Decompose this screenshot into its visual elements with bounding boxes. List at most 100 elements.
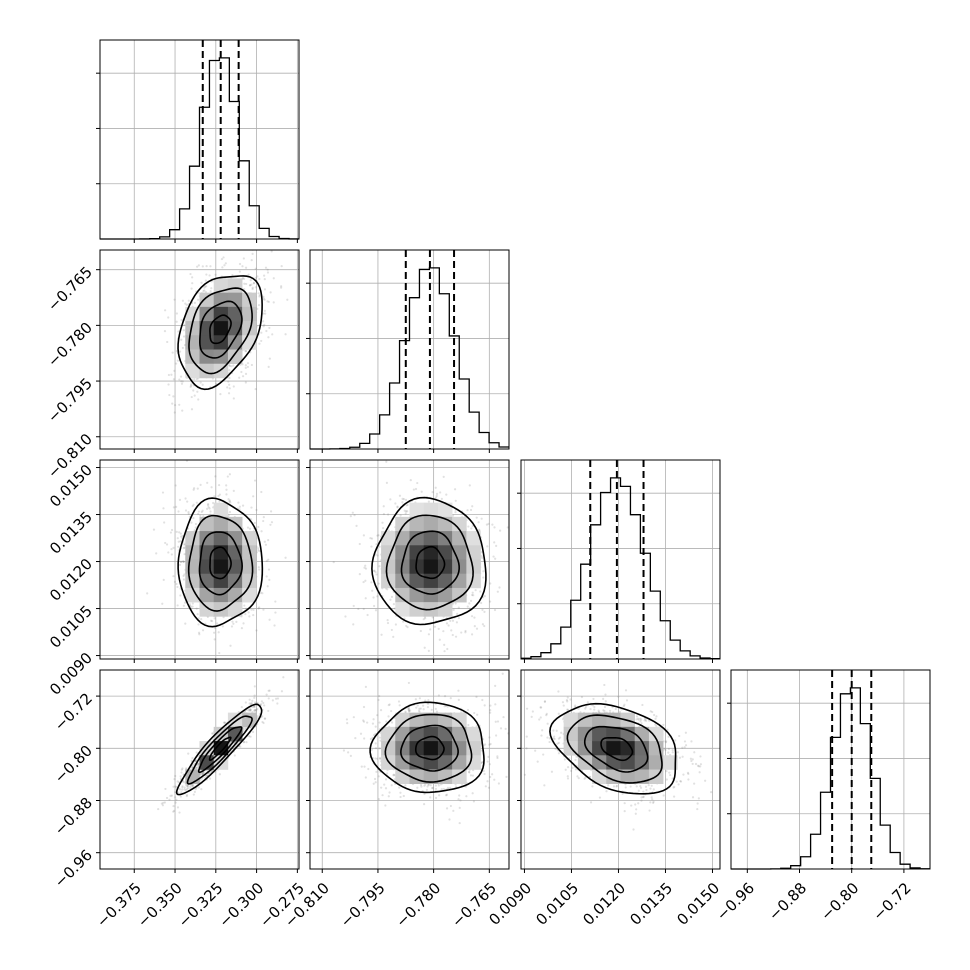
hist-frame-p0 — [99, 39, 300, 240]
sample-point — [372, 604, 376, 608]
density-cell — [213, 755, 229, 770]
sample-point — [179, 532, 182, 535]
sample-point — [232, 622, 235, 625]
sample-point — [355, 524, 358, 528]
density-cell — [227, 545, 243, 560]
sample-point — [471, 505, 474, 508]
sample-point — [280, 264, 283, 268]
sample-point — [456, 612, 459, 615]
sample-point — [466, 509, 469, 512]
sample-point — [199, 381, 202, 384]
sample-point — [406, 503, 409, 507]
sample-point — [228, 387, 231, 390]
density-cell — [199, 516, 215, 532]
sample-point — [254, 709, 257, 712]
sample-point — [237, 501, 240, 504]
sample-point — [376, 554, 379, 557]
density-cell — [227, 602, 243, 617]
sample-point — [471, 591, 474, 594]
sample-point — [498, 586, 501, 589]
sample-point — [197, 762, 200, 765]
sample-point — [256, 717, 259, 720]
sample-point — [213, 495, 216, 498]
sample-point — [259, 591, 262, 594]
sample-point — [225, 484, 228, 487]
sample-point — [255, 629, 258, 632]
sample-point — [254, 267, 257, 270]
sample-point — [249, 708, 252, 711]
sample-point — [378, 545, 381, 548]
sample-point — [190, 759, 193, 762]
sample-point — [228, 500, 231, 503]
sample-point — [273, 624, 276, 627]
sample-point — [237, 710, 240, 714]
panel-frame-2-1 — [309, 459, 510, 660]
sample-point — [193, 790, 197, 793]
sample-point — [242, 622, 245, 625]
density-cell — [409, 545, 425, 560]
sample-point — [262, 297, 265, 300]
sample-point — [276, 697, 280, 700]
sample-point — [179, 795, 182, 798]
sample-point — [201, 629, 205, 632]
sample-point — [190, 383, 193, 386]
contour-1-0-2 — [188, 287, 253, 375]
sample-point — [253, 685, 256, 688]
sample-point — [261, 715, 264, 718]
sample-point — [422, 618, 425, 621]
sample-point — [195, 607, 198, 610]
sample-point — [401, 501, 404, 504]
sample-point — [267, 697, 270, 700]
sample-point — [228, 369, 231, 372]
density-cell — [213, 602, 229, 617]
sample-point — [263, 717, 267, 720]
sample-point — [244, 381, 247, 384]
sample-point — [268, 326, 271, 330]
sample-point — [180, 380, 183, 383]
sample-point — [258, 277, 261, 281]
sample-point — [263, 298, 266, 301]
density-cell — [395, 587, 410, 603]
sample-point — [493, 541, 496, 544]
sample-point — [182, 547, 185, 550]
sample-point — [248, 527, 252, 530]
sample-point — [274, 697, 278, 700]
sample-point — [416, 481, 419, 485]
density-cell — [185, 363, 200, 379]
sample-point — [243, 740, 246, 743]
sample-point — [180, 338, 183, 341]
hist-panel-p1 — [306, 249, 510, 453]
sample-point — [196, 613, 199, 616]
sample-point — [284, 556, 287, 559]
sample-point — [496, 590, 499, 593]
sample-point — [250, 506, 253, 509]
sample-point — [454, 499, 457, 502]
sample-point — [460, 631, 463, 634]
sample-point — [235, 620, 238, 624]
sample-point — [493, 608, 497, 612]
sample-point — [190, 784, 193, 787]
sample-point — [174, 796, 177, 799]
sample-point — [251, 287, 254, 291]
density-cell — [395, 545, 410, 560]
sample-point — [377, 698, 380, 702]
sample-point — [286, 298, 289, 301]
sample-point — [468, 484, 471, 487]
sample-point — [258, 568, 261, 571]
sample-point — [193, 487, 196, 490]
density-cell — [213, 559, 229, 575]
sample-point — [358, 542, 361, 546]
sample-point — [451, 619, 455, 622]
sample-point — [265, 693, 268, 696]
sample-point — [184, 622, 187, 625]
sample-point — [170, 528, 174, 532]
sample-point — [186, 500, 189, 503]
sample-point — [170, 373, 173, 376]
hist-panel-p0 — [96, 39, 300, 243]
sample-point — [192, 793, 195, 796]
sample-point — [349, 515, 352, 518]
sample-point — [194, 759, 198, 762]
sample-point — [267, 568, 271, 571]
sample-point — [265, 575, 268, 578]
sample-point — [180, 771, 183, 774]
